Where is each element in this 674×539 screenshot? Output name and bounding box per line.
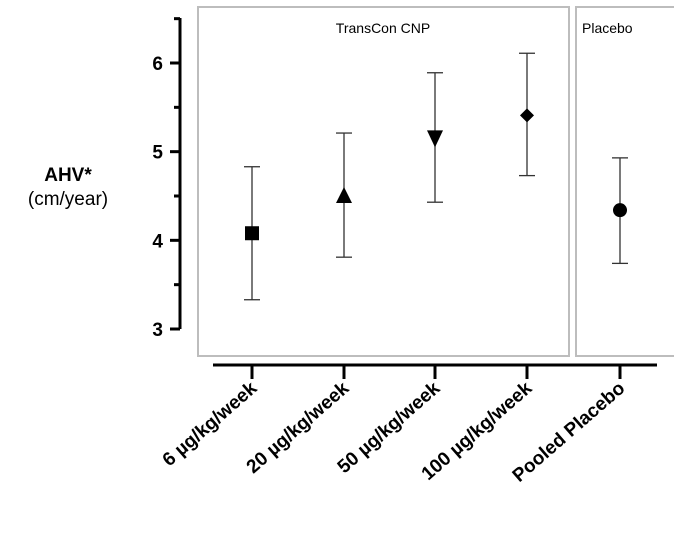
data-point-triangle-up [336,187,352,203]
x-tick-label: 6 µg/kg/week [159,378,262,471]
y-axis-ticks: 3 4 5 6 [152,17,180,341]
panel-label-placebo: Placebo [582,20,633,36]
y-axis-label: AHV* [44,165,92,186]
y-tick-label: 5 [152,143,163,164]
data-point-diamond [520,108,534,123]
data-point-triangle-down [427,130,443,148]
data-point-square [245,226,259,241]
y-axis-unit-label: (cm/year) [28,189,108,210]
y-tick-label: 4 [152,231,163,252]
data-marks [244,52,628,301]
panel-label-transcon: TransCon CNP [336,20,430,36]
panel-placebo-box [575,6,674,357]
panel-transcon-box [197,6,570,357]
data-point-circle [613,203,627,218]
y-tick-label: 3 [152,320,163,341]
y-tick-label: 6 [152,54,163,75]
